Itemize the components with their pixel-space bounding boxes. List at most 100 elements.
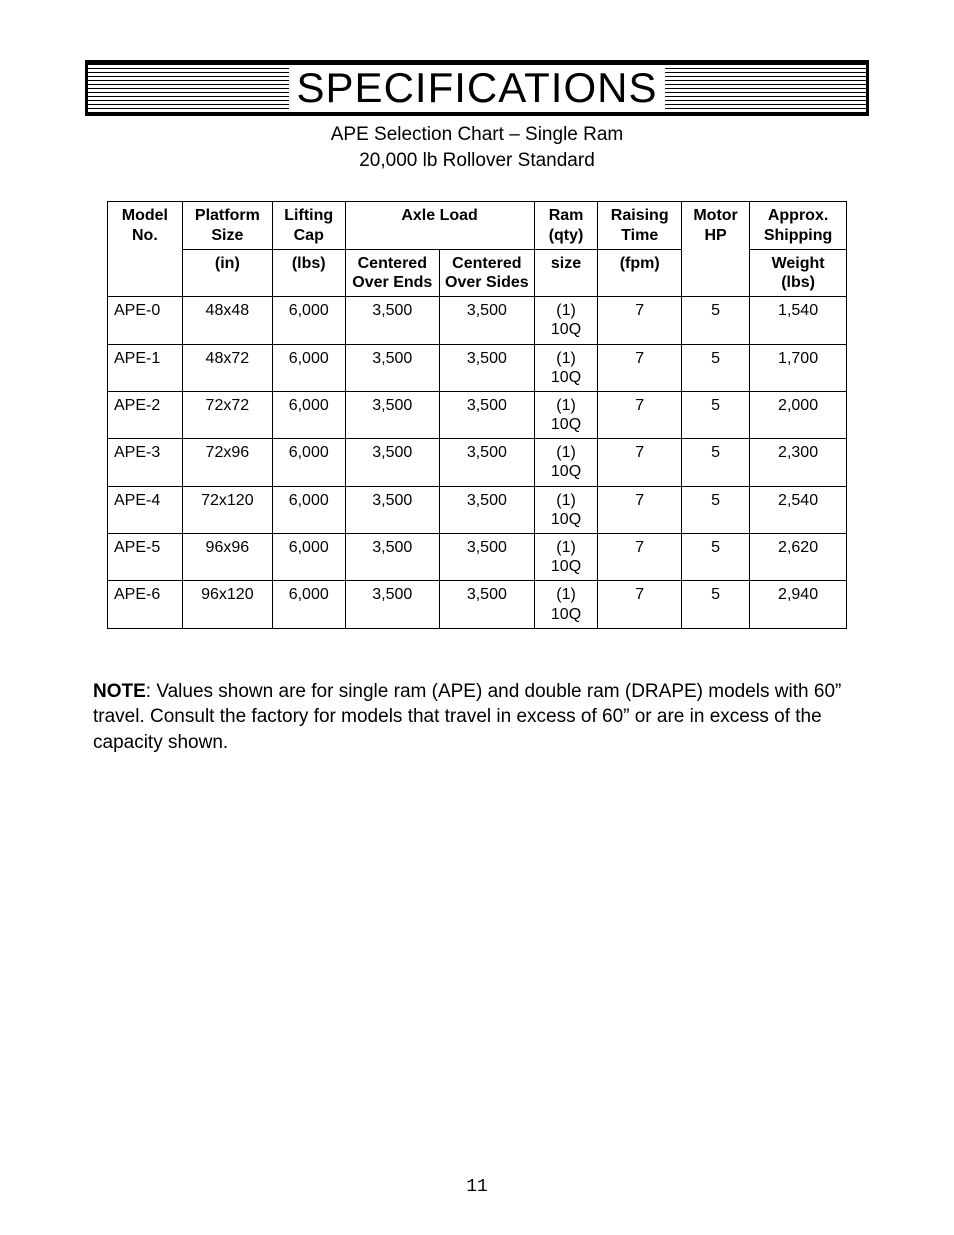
cell-ram: (1)10Q xyxy=(534,486,598,533)
cell-platform: 72x120 xyxy=(182,486,272,533)
cell-shipping: 2,540 xyxy=(750,486,847,533)
cell-axle-ends: 3,500 xyxy=(345,297,440,344)
table-row: APE-048x486,0003,5003,500(1)10Q751,540 xyxy=(108,297,847,344)
cell-shipping: 2,300 xyxy=(750,439,847,486)
cell-model: APE-1 xyxy=(108,344,183,391)
cell-axle-sides: 3,500 xyxy=(440,297,535,344)
cell-shipping: 2,000 xyxy=(750,391,847,438)
col-shipping-unit: Weight (lbs) xyxy=(750,249,847,296)
col-platform: Platform Size xyxy=(182,202,272,249)
cell-lifting: 6,000 xyxy=(272,534,345,581)
cell-lifting: 6,000 xyxy=(272,344,345,391)
cell-raising: 7 xyxy=(598,439,682,486)
cell-motor: 5 xyxy=(681,391,749,438)
cell-shipping: 1,540 xyxy=(750,297,847,344)
cell-lifting: 6,000 xyxy=(272,486,345,533)
col-lifting: Lifting Cap xyxy=(272,202,345,249)
cell-raising: 7 xyxy=(598,534,682,581)
table-header-row-1: Model No. Platform Size Lifting Cap Axle… xyxy=(108,202,847,249)
cell-motor: 5 xyxy=(681,344,749,391)
cell-raising: 7 xyxy=(598,581,682,628)
cell-model: APE-5 xyxy=(108,534,183,581)
cell-shipping: 2,620 xyxy=(750,534,847,581)
cell-shipping: 1,700 xyxy=(750,344,847,391)
note-label: NOTE xyxy=(93,681,146,702)
col-raising-unit: (fpm) xyxy=(598,249,682,296)
title-banner-inner: SPECIFICATIONS xyxy=(88,66,866,110)
note-text: : Values shown are for single ram (APE) … xyxy=(93,681,841,753)
cell-lifting: 6,000 xyxy=(272,297,345,344)
col-raising: Raising Time xyxy=(598,202,682,249)
cell-axle-ends: 3,500 xyxy=(345,439,440,486)
page-title: SPECIFICATIONS xyxy=(289,66,666,110)
cell-ram: (1)10Q xyxy=(534,534,598,581)
cell-raising: 7 xyxy=(598,297,682,344)
cell-platform: 96x96 xyxy=(182,534,272,581)
cell-model: APE-0 xyxy=(108,297,183,344)
subtitle-line-1: APE Selection Chart – Single Ram xyxy=(331,124,624,145)
cell-motor: 5 xyxy=(681,439,749,486)
title-banner: SPECIFICATIONS xyxy=(85,60,869,116)
cell-axle-sides: 3,500 xyxy=(440,581,535,628)
table-header: Model No. Platform Size Lifting Cap Axle… xyxy=(108,202,847,297)
table-row: APE-472x1206,0003,5003,500(1)10Q752,540 xyxy=(108,486,847,533)
cell-lifting: 6,000 xyxy=(272,581,345,628)
cell-lifting: 6,000 xyxy=(272,391,345,438)
cell-motor: 5 xyxy=(681,581,749,628)
cell-ram: (1)10Q xyxy=(534,297,598,344)
cell-ram: (1)10Q xyxy=(534,581,598,628)
cell-platform: 72x72 xyxy=(182,391,272,438)
cell-axle-ends: 3,500 xyxy=(345,391,440,438)
col-ram: Ram (qty) xyxy=(534,202,598,249)
col-lifting-unit: (lbs) xyxy=(272,249,345,296)
cell-raising: 7 xyxy=(598,344,682,391)
page-number: 11 xyxy=(0,1177,954,1197)
table-row: APE-372x966,0003,5003,500(1)10Q752,300 xyxy=(108,439,847,486)
cell-axle-ends: 3,500 xyxy=(345,486,440,533)
col-motor: Motor HP xyxy=(681,202,749,297)
table-row: APE-696x1206,0003,5003,500(1)10Q752,940 xyxy=(108,581,847,628)
table-body: APE-048x486,0003,5003,500(1)10Q751,540AP… xyxy=(108,297,847,629)
col-ram-unit: size xyxy=(534,249,598,296)
col-platform-unit: (in) xyxy=(182,249,272,296)
cell-motor: 5 xyxy=(681,297,749,344)
specifications-table: Model No. Platform Size Lifting Cap Axle… xyxy=(107,201,847,628)
cell-axle-sides: 3,500 xyxy=(440,391,535,438)
cell-shipping: 2,940 xyxy=(750,581,847,628)
cell-axle-ends: 3,500 xyxy=(345,534,440,581)
page: SPECIFICATIONS APE Selection Chart – Sin… xyxy=(0,0,954,1235)
col-axle-ends: Centered Over Ends xyxy=(345,249,440,296)
col-shipping: Approx. Shipping xyxy=(750,202,847,249)
table-row: APE-148x726,0003,5003,500(1)10Q751,700 xyxy=(108,344,847,391)
cell-motor: 5 xyxy=(681,534,749,581)
cell-platform: 48x48 xyxy=(182,297,272,344)
cell-lifting: 6,000 xyxy=(272,439,345,486)
cell-axle-sides: 3,500 xyxy=(440,344,535,391)
cell-axle-sides: 3,500 xyxy=(440,534,535,581)
cell-axle-sides: 3,500 xyxy=(440,486,535,533)
cell-ram: (1)10Q xyxy=(534,391,598,438)
note-paragraph: NOTE: Values shown are for single ram (A… xyxy=(93,679,861,756)
cell-model: APE-3 xyxy=(108,439,183,486)
cell-axle-sides: 3,500 xyxy=(440,439,535,486)
col-axle-sides: Centered Over Sides xyxy=(440,249,535,296)
col-model: Model No. xyxy=(108,202,183,297)
cell-axle-ends: 3,500 xyxy=(345,344,440,391)
cell-model: APE-2 xyxy=(108,391,183,438)
cell-model: APE-4 xyxy=(108,486,183,533)
cell-platform: 96x120 xyxy=(182,581,272,628)
cell-raising: 7 xyxy=(598,486,682,533)
subtitle: APE Selection Chart – Single Ram 20,000 … xyxy=(85,122,869,173)
cell-platform: 72x96 xyxy=(182,439,272,486)
cell-motor: 5 xyxy=(681,486,749,533)
cell-ram: (1)10Q xyxy=(534,439,598,486)
cell-ram: (1)10Q xyxy=(534,344,598,391)
cell-platform: 48x72 xyxy=(182,344,272,391)
cell-axle-ends: 3,500 xyxy=(345,581,440,628)
table-row: APE-272x726,0003,5003,500(1)10Q752,000 xyxy=(108,391,847,438)
subtitle-line-2: 20,000 lb Rollover Standard xyxy=(359,150,595,171)
cell-raising: 7 xyxy=(598,391,682,438)
table-row: APE-596x966,0003,5003,500(1)10Q752,620 xyxy=(108,534,847,581)
col-axle: Axle Load xyxy=(345,202,534,249)
cell-model: APE-6 xyxy=(108,581,183,628)
